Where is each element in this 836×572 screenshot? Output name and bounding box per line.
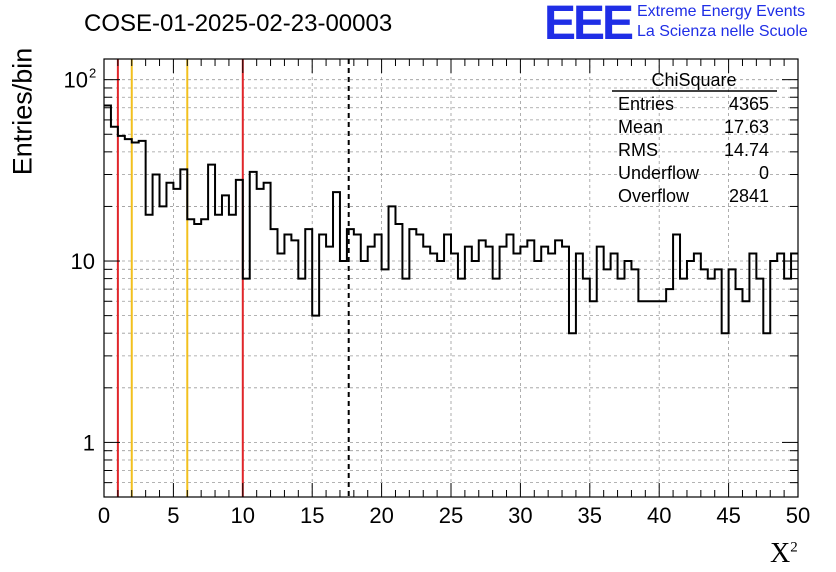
axis-ticks [103,59,799,498]
stats-label: Entries [618,94,674,114]
stats-value: 4365 [729,94,769,114]
x-tick-label: 45 [716,503,740,528]
stats-value: 0 [759,163,769,183]
x-tick-label: 10 [231,503,255,528]
x-tick-label: 50 [786,503,810,528]
x-axis-label-sup: 2 [790,539,798,556]
x-tick-label: 5 [167,503,179,528]
x-axis-label-base: X [770,538,791,569]
eee-logo: EEE [544,0,634,50]
stats-label: Underflow [618,163,700,183]
histogram-series [104,104,798,335]
y-tick-label: 10 [71,249,95,274]
logo-tagline-2: La Scienza nelle Scuole [637,23,808,40]
stats-label: Overflow [618,186,690,206]
stats-value: 14.74 [724,140,769,160]
stats-label: Mean [618,117,663,137]
x-tick-label: 40 [647,503,671,528]
y-tick-label: 1 [83,430,95,455]
x-tick-label: 35 [578,503,602,528]
y-tick-label-sup: 2 [89,66,96,81]
stats-value: 2841 [729,186,769,206]
stats-box: ChiSquare Entries 4365 Mean 17.63 RMS 14.74 Und… [612,70,777,206]
x-tick-label: 20 [369,503,393,528]
stats-title: ChiSquare [651,70,736,90]
x-tick-label: 0 [98,503,110,528]
x-tick-label: 15 [300,503,324,528]
logo-tagline-1: Extreme Energy Events [637,3,806,20]
stats-label: RMS [618,140,658,160]
y-tick-label: 10 [64,68,88,93]
marker-lines [116,59,350,497]
x-tick-label: 25 [439,503,463,528]
x-axis-label: X2 [770,538,798,570]
x-tick-label: 30 [508,503,532,528]
chart-title: COSE-01-2025-02-23-00003 [84,10,393,37]
grid-lines [104,59,798,497]
stats-value: 17.63 [724,117,769,137]
